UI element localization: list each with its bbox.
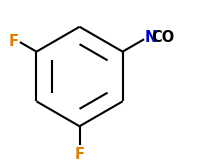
Text: N: N	[144, 30, 157, 45]
Text: F: F	[74, 147, 84, 162]
Text: F: F	[8, 34, 18, 49]
Text: CO: CO	[150, 30, 173, 45]
